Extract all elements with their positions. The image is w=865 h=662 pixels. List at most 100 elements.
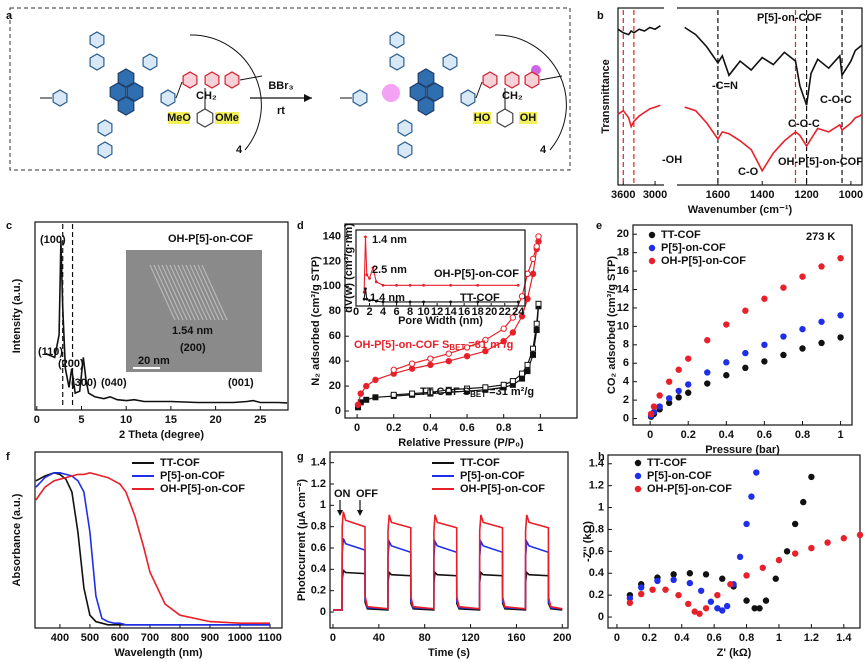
- ring: [97, 141, 113, 159]
- y-axis-label: Intensity (a.u.): [11, 278, 23, 353]
- marker: [524, 361, 531, 368]
- y-tick-label: 2: [623, 394, 629, 406]
- scatter-point: [714, 605, 721, 612]
- x-tick-label: 500: [81, 632, 99, 644]
- marker: [482, 384, 489, 391]
- x-axis-label: Time (s): [428, 647, 470, 659]
- ring: [142, 53, 158, 71]
- x-tick-label: 0.2: [642, 632, 657, 644]
- inset-annotation: OH-P[5]-on-COF: [434, 268, 519, 280]
- lattice-fringe: [153, 264, 180, 321]
- plot-frame: [632, 224, 853, 426]
- annotation: C-O-C: [820, 94, 852, 106]
- scatter-point: [799, 273, 806, 280]
- inset-x-label: Pore Width (nm): [398, 315, 483, 327]
- annotation-part: TT-COF S: [420, 386, 470, 398]
- marker: [529, 270, 537, 278]
- scatter-point: [761, 358, 768, 365]
- marker: [390, 391, 397, 398]
- scatter-point: [665, 378, 673, 385]
- x-tick-label: 160: [507, 632, 525, 644]
- x-tick-label: 0.8: [795, 429, 810, 441]
- scatter-point: [626, 599, 634, 607]
- arrow-head: [357, 510, 363, 516]
- legend-label: TT-COF: [661, 229, 701, 241]
- scatter-point: [727, 581, 734, 588]
- y-tick-label: 16: [617, 265, 629, 277]
- scatter-point: [723, 372, 730, 379]
- x-tick-label: 200: [553, 632, 571, 644]
- plot-frame: [344, 223, 578, 419]
- repeat-count: 4: [540, 144, 547, 156]
- inset-x-tick-label: 20: [485, 306, 497, 318]
- scatter-point: [799, 325, 806, 333]
- ring: [224, 71, 240, 89]
- ring: [417, 68, 435, 88]
- x-tick-label: 3600: [611, 189, 635, 201]
- marker: [445, 357, 452, 365]
- legend-swatch: [634, 485, 642, 493]
- x-tick-label: 120: [461, 632, 479, 644]
- bond: [539, 75, 563, 81]
- ring: [442, 53, 458, 71]
- x-tick-label: 80: [419, 632, 431, 644]
- x-tick-label: 0.8: [739, 632, 754, 644]
- scatter-point: [704, 337, 711, 344]
- x-tick-label: 40: [373, 632, 385, 644]
- arrow-head: [337, 510, 343, 516]
- marker: [372, 376, 379, 384]
- marker: [390, 366, 397, 374]
- axis-break: [664, 4, 677, 12]
- inset-x-tick-label: 12: [431, 306, 443, 318]
- x-tick-label: 0: [614, 632, 620, 644]
- inset-marker: [476, 300, 480, 304]
- marker: [500, 337, 507, 345]
- scatter-point: [665, 399, 673, 407]
- scatter-point: [856, 531, 864, 539]
- panel-label: d: [297, 220, 304, 232]
- ring: [160, 89, 176, 107]
- marker: [427, 355, 434, 362]
- scatter-point: [780, 351, 787, 359]
- data-line: [684, 26, 863, 106]
- scatter-point: [638, 584, 645, 591]
- inset-marker: [374, 299, 378, 303]
- scatter-point: [808, 473, 815, 481]
- lattice-fringe: [193, 264, 220, 321]
- x-tick-label: 400: [51, 632, 69, 644]
- group-label: CH₂: [502, 90, 523, 102]
- data-line: [35, 471, 270, 626]
- marker: [518, 313, 526, 320]
- scatter-point: [707, 598, 715, 605]
- legend-swatch: [648, 244, 656, 252]
- inset-x-tick-label: 10: [417, 306, 429, 318]
- marker: [533, 320, 540, 327]
- y-tick-label: 0.2: [311, 585, 326, 597]
- inset-marker: [371, 266, 375, 270]
- scatter-point: [791, 520, 799, 528]
- x-tick-label: 25: [254, 414, 266, 426]
- panel-label: b: [597, 10, 604, 22]
- marker: [524, 270, 531, 278]
- ring: [460, 89, 476, 107]
- inset-x-tick-label: 22: [499, 306, 511, 318]
- inset-text: (200): [180, 342, 206, 354]
- arrow-head: [304, 94, 312, 102]
- annotation: -C=N: [712, 80, 738, 92]
- y-tick-label: 100: [323, 280, 341, 292]
- marker: [524, 368, 531, 375]
- scatter-point: [685, 600, 692, 608]
- ring: [117, 68, 135, 88]
- data-line: [35, 472, 270, 626]
- marker: [535, 233, 542, 240]
- scatter-point: [696, 610, 703, 617]
- y-tick-label: 8: [623, 339, 629, 351]
- marker: [408, 360, 416, 367]
- y-tick-label: 0: [623, 412, 629, 424]
- scatter-point: [808, 544, 815, 552]
- scatter-point: [665, 395, 673, 402]
- inset-x-tick-label: 24: [512, 306, 525, 318]
- ring: [397, 141, 413, 159]
- lattice-fringe: [173, 264, 200, 321]
- x-tick-label: 15: [165, 414, 177, 426]
